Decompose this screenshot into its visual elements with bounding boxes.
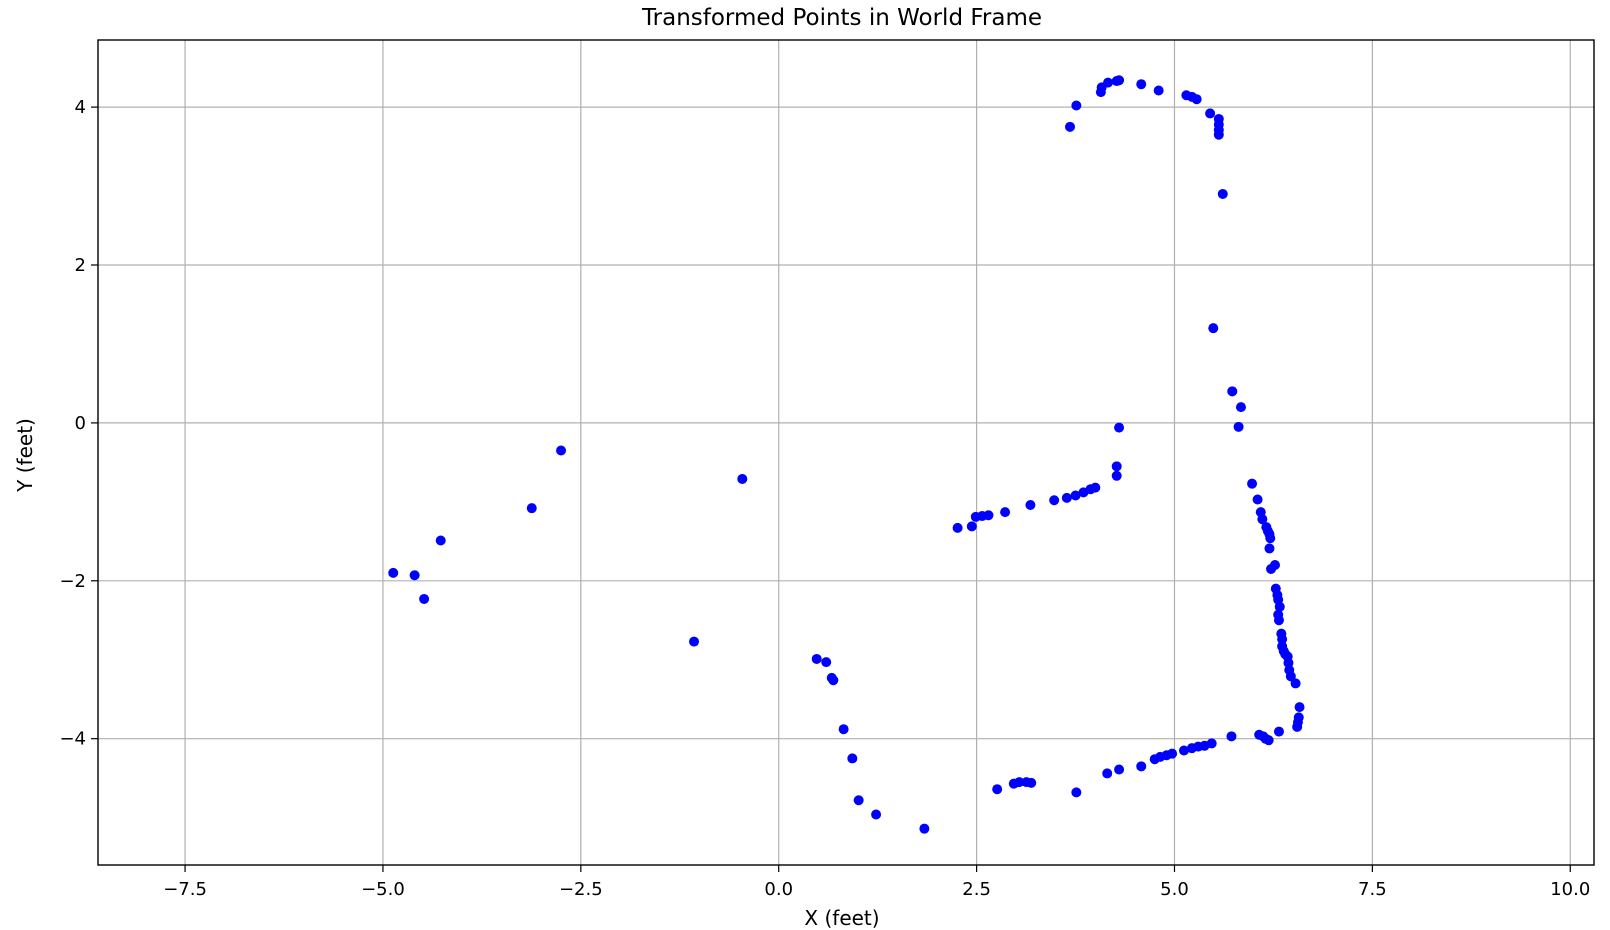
y-tick-label: 0 (75, 413, 86, 434)
data-point (811, 653, 822, 664)
data-point (847, 753, 858, 764)
data-point (1277, 641, 1288, 652)
data-point (1014, 777, 1025, 788)
data-point (1208, 323, 1219, 334)
data-point (919, 823, 930, 834)
data-point (1049, 495, 1060, 506)
data-point (1217, 188, 1228, 199)
data-point (1252, 494, 1263, 505)
x-tick-label: −2.5 (559, 879, 603, 900)
data-point (435, 535, 446, 546)
data-point (1276, 628, 1287, 639)
data-points (388, 75, 1305, 834)
data-point (1102, 768, 1113, 779)
data-point (526, 503, 537, 514)
data-point (1114, 764, 1125, 775)
data-point (1114, 422, 1125, 433)
data-point (1261, 522, 1272, 533)
data-point (983, 510, 994, 521)
data-point (1205, 108, 1216, 119)
data-point (1095, 87, 1106, 98)
data-point (1061, 492, 1072, 503)
data-point (1293, 712, 1304, 723)
data-point (828, 675, 839, 686)
y-tick-label: 4 (75, 97, 86, 118)
x-tick-label: −5.0 (361, 879, 405, 900)
data-point (1178, 745, 1189, 756)
data-point (1263, 735, 1274, 746)
data-point (1153, 85, 1164, 96)
data-point (1111, 461, 1122, 472)
data-point (1226, 731, 1237, 742)
data-point (1266, 563, 1277, 574)
y-tick-label: −2 (59, 571, 86, 592)
x-tick-label: 5.0 (1160, 879, 1189, 900)
chart-title: Transformed Points in World Frame (641, 5, 1042, 31)
data-point (821, 657, 832, 668)
data-point (1065, 121, 1076, 132)
data-point (556, 445, 567, 456)
data-point (1111, 470, 1122, 481)
data-point (388, 567, 399, 578)
x-tick-label: −7.5 (163, 879, 207, 900)
data-point (1235, 402, 1246, 413)
data-point (1294, 702, 1305, 713)
data-point (1270, 583, 1281, 594)
y-axis-label: Y (feet) (13, 418, 37, 493)
y-tick-label: 2 (75, 255, 86, 276)
data-point (409, 570, 420, 581)
data-point (1136, 79, 1147, 90)
data-point (1273, 726, 1284, 737)
axis-ticks: −7.5 −5.0 −2.5 0.0 2.5 5.0 7.5 10.0 −4 −2 0 2 4 (59, 97, 1590, 900)
data-point (853, 795, 864, 806)
data-point (1247, 478, 1258, 489)
data-point (1206, 738, 1217, 749)
data-point (1255, 507, 1266, 518)
data-point (1136, 761, 1147, 772)
x-tick-label: 2.5 (962, 879, 991, 900)
data-point (1000, 507, 1011, 518)
data-point (871, 809, 882, 820)
data-point (689, 636, 700, 647)
x-axis-label: X (feet) (804, 906, 879, 930)
data-point (1071, 100, 1082, 111)
data-point (1090, 482, 1101, 493)
data-point (1273, 609, 1284, 620)
data-point (419, 593, 430, 604)
y-tick-label: −4 (59, 729, 86, 750)
data-point (1167, 748, 1178, 759)
data-point (1264, 543, 1275, 554)
data-point (1025, 500, 1036, 510)
grid (98, 40, 1594, 865)
data-point (838, 724, 849, 735)
data-point (966, 521, 977, 532)
data-point (1070, 490, 1081, 501)
data-point (1290, 678, 1301, 689)
data-point (1111, 76, 1122, 87)
data-point (1071, 787, 1082, 798)
data-point (1233, 421, 1244, 432)
data-point (737, 473, 748, 484)
data-point (992, 784, 1003, 795)
data-point (1181, 90, 1192, 101)
data-point (952, 522, 963, 533)
x-tick-label: 7.5 (1358, 879, 1387, 900)
data-point (1213, 113, 1224, 124)
x-tick-label: 0.0 (764, 879, 793, 900)
plot-area-frame (97, 39, 1595, 866)
data-point (1227, 386, 1238, 397)
x-tick-label: 10.0 (1550, 879, 1590, 900)
data-point (1026, 777, 1037, 788)
